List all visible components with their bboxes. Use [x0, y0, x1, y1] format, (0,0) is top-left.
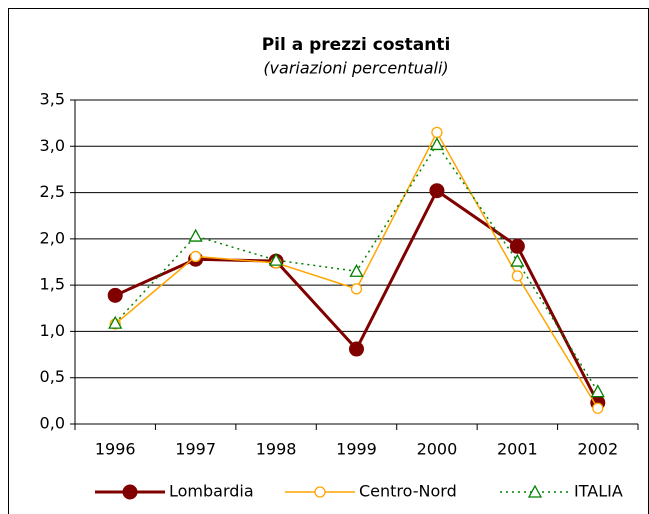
- y-tick-label: 2,0: [40, 228, 65, 247]
- chart-title: Pil a prezzi costanti: [262, 35, 451, 55]
- y-tick-label: 1,0: [40, 321, 65, 340]
- marker: [431, 126, 443, 139]
- marker: [590, 384, 605, 398]
- marker: [429, 137, 445, 151]
- marker: [592, 402, 604, 414]
- y-tick-label: 3,0: [40, 136, 65, 155]
- y-tick-label: 0,0: [40, 414, 65, 433]
- y-tick-label: 3,5: [40, 90, 65, 109]
- x-tick-label: 2002: [577, 440, 618, 459]
- x-tick-label: 2001: [497, 440, 538, 459]
- marker: [122, 484, 138, 500]
- x-tick-label: 1998: [256, 440, 297, 459]
- marker: [268, 252, 284, 266]
- marker: [188, 228, 203, 242]
- marker: [108, 315, 123, 329]
- marker: [189, 250, 202, 263]
- y-tick-label: 0,5: [40, 367, 65, 386]
- y-tick-label: 2,5: [40, 182, 65, 201]
- marker: [350, 283, 363, 295]
- x-tick-label: 2000: [417, 440, 458, 459]
- x-tick-label: 1996: [95, 440, 136, 459]
- y-tick-label: 1,5: [40, 275, 65, 294]
- marker: [527, 484, 543, 498]
- legend-label: Lombardia: [169, 482, 254, 501]
- marker: [349, 263, 364, 277]
- x-tick-label: 1999: [336, 440, 377, 459]
- marker: [314, 486, 326, 498]
- marker: [429, 183, 445, 199]
- marker: [511, 270, 524, 282]
- legend-label: Centro-Nord: [359, 482, 457, 501]
- legend-label: ITALIA: [574, 482, 623, 501]
- chart-border: [8, 8, 649, 514]
- chart-subtitle: (variazioni percentuali): [263, 59, 448, 78]
- marker: [107, 287, 123, 303]
- marker: [509, 238, 525, 254]
- x-tick-label: 1997: [175, 440, 216, 459]
- marker: [349, 341, 364, 357]
- marker: [510, 253, 525, 267]
